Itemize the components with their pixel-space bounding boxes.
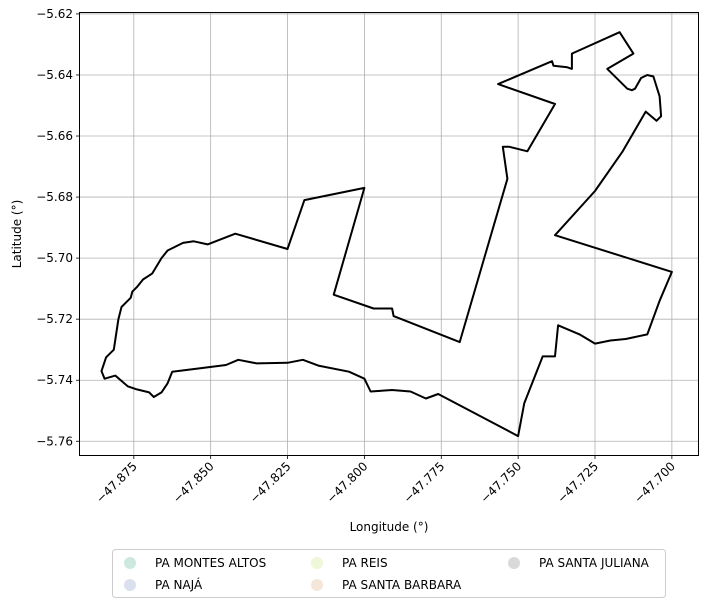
legend-items: PA MONTES ALTOS PA NAJÁ PA REIS PA SANTA BA… bbox=[124, 556, 650, 592]
legend-swatch bbox=[124, 557, 136, 569]
x-tick-label: −47.800 bbox=[324, 459, 371, 506]
legend-swatch bbox=[508, 557, 520, 569]
legend-swatch bbox=[311, 579, 323, 591]
x-tick-label: −47.875 bbox=[93, 459, 140, 506]
y-tick-label: −5.70 bbox=[36, 251, 73, 265]
x-tick-label: −47.750 bbox=[478, 459, 525, 506]
x-tick-label: −47.725 bbox=[554, 459, 601, 506]
legend-swatch bbox=[311, 557, 323, 569]
y-tick-label: −5.68 bbox=[36, 190, 73, 204]
x-tick-label: −47.700 bbox=[631, 459, 678, 506]
legend-swatch bbox=[124, 579, 136, 591]
legend-label: PA NAJÁ bbox=[155, 577, 203, 592]
x-tick-label: −47.850 bbox=[170, 459, 217, 506]
y-tick-label: −5.74 bbox=[36, 373, 73, 387]
legend-label: PA SANTA BARBARA bbox=[342, 578, 462, 592]
y-tick-label: −5.66 bbox=[36, 129, 73, 143]
y-tick-label: −5.62 bbox=[36, 7, 73, 21]
y-tick-label: −5.72 bbox=[36, 312, 73, 326]
y-tick-label: −5.76 bbox=[36, 434, 73, 448]
legend-label: PA REIS bbox=[342, 556, 388, 570]
y-axis-label: Latitude (°) bbox=[10, 200, 24, 269]
x-axis-label: Longitude (°) bbox=[350, 520, 429, 534]
legend: PA MONTES ALTOS PA NAJÁ PA REIS PA SANTA BA… bbox=[112, 549, 666, 598]
y-tick-label: −5.64 bbox=[36, 68, 73, 82]
plot-frame bbox=[79, 12, 699, 456]
y-axis-ticks: −5.62 −5.64 −5.66 −5.68 −5.70 −5.72 −5.74 −5.76 bbox=[36, 7, 80, 448]
x-tick-label: −47.825 bbox=[247, 459, 294, 506]
legend-frame bbox=[112, 549, 666, 598]
x-tick-label: −47.775 bbox=[401, 459, 448, 506]
legend-label: PA SANTA JULIANA bbox=[539, 556, 650, 570]
legend-label: PA MONTES ALTOS bbox=[155, 556, 266, 570]
x-axis-ticks: −47.875 −47.850 −47.825 −47.800 −47.775 −47.7… bbox=[93, 455, 678, 506]
grid-lines bbox=[80, 13, 698, 455]
boundary-outline bbox=[100, 31, 673, 438]
